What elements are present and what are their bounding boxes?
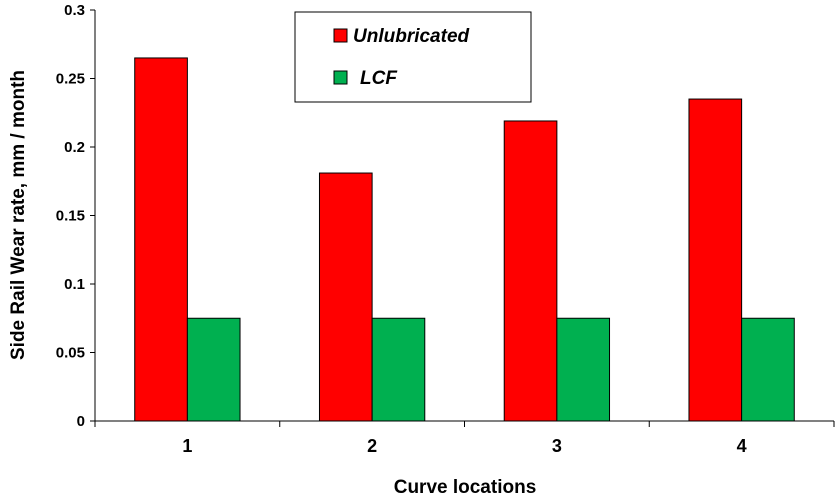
bar-lcf-1: [186, 317, 241, 422]
bar-lcf-2: [371, 317, 426, 422]
bar-unlubricated-3: [503, 120, 558, 422]
y-tick-label: 0: [77, 413, 85, 430]
legend-box: [294, 11, 532, 103]
bars: [134, 57, 795, 422]
legend: Unlubricated LCF: [294, 11, 532, 103]
legend-swatch-unlubricated: [333, 28, 348, 43]
y-tick-label: 0.1: [64, 276, 85, 293]
y-tick-label: 0.25: [56, 71, 85, 88]
y-tick-label: 0.15: [56, 208, 85, 225]
x-axis-ticks: 1 2 3 4: [94, 421, 835, 456]
x-tick-label: 1: [182, 436, 192, 456]
y-axis-title: Side Rail Wear rate, mm / month: [8, 70, 29, 360]
x-tick-label: 2: [367, 436, 377, 456]
bar-unlubricated-4: [688, 98, 743, 422]
y-tick-label: 0.3: [64, 2, 85, 19]
y-tick-label: 0.05: [56, 345, 85, 362]
x-axis-title: Curve locations: [394, 477, 537, 498]
legend-swatch-lcf: [333, 70, 348, 85]
bar-unlubricated-2: [318, 172, 373, 422]
legend-label-lcf: LCF: [360, 68, 398, 89]
bar-unlubricated-1: [134, 57, 188, 422]
y-tick-label: 0.2: [64, 139, 85, 156]
legend-label-unlubricated: Unlubricated: [353, 26, 470, 47]
y-axis-ticks: 0 0.05 0.1 0.15 0.2 0.25 0.3: [56, 2, 95, 430]
x-tick-label: 4: [737, 436, 747, 456]
x-tick-label: 3: [552, 436, 562, 456]
bar-lcf-4: [741, 317, 795, 422]
bar-lcf-3: [556, 317, 611, 422]
